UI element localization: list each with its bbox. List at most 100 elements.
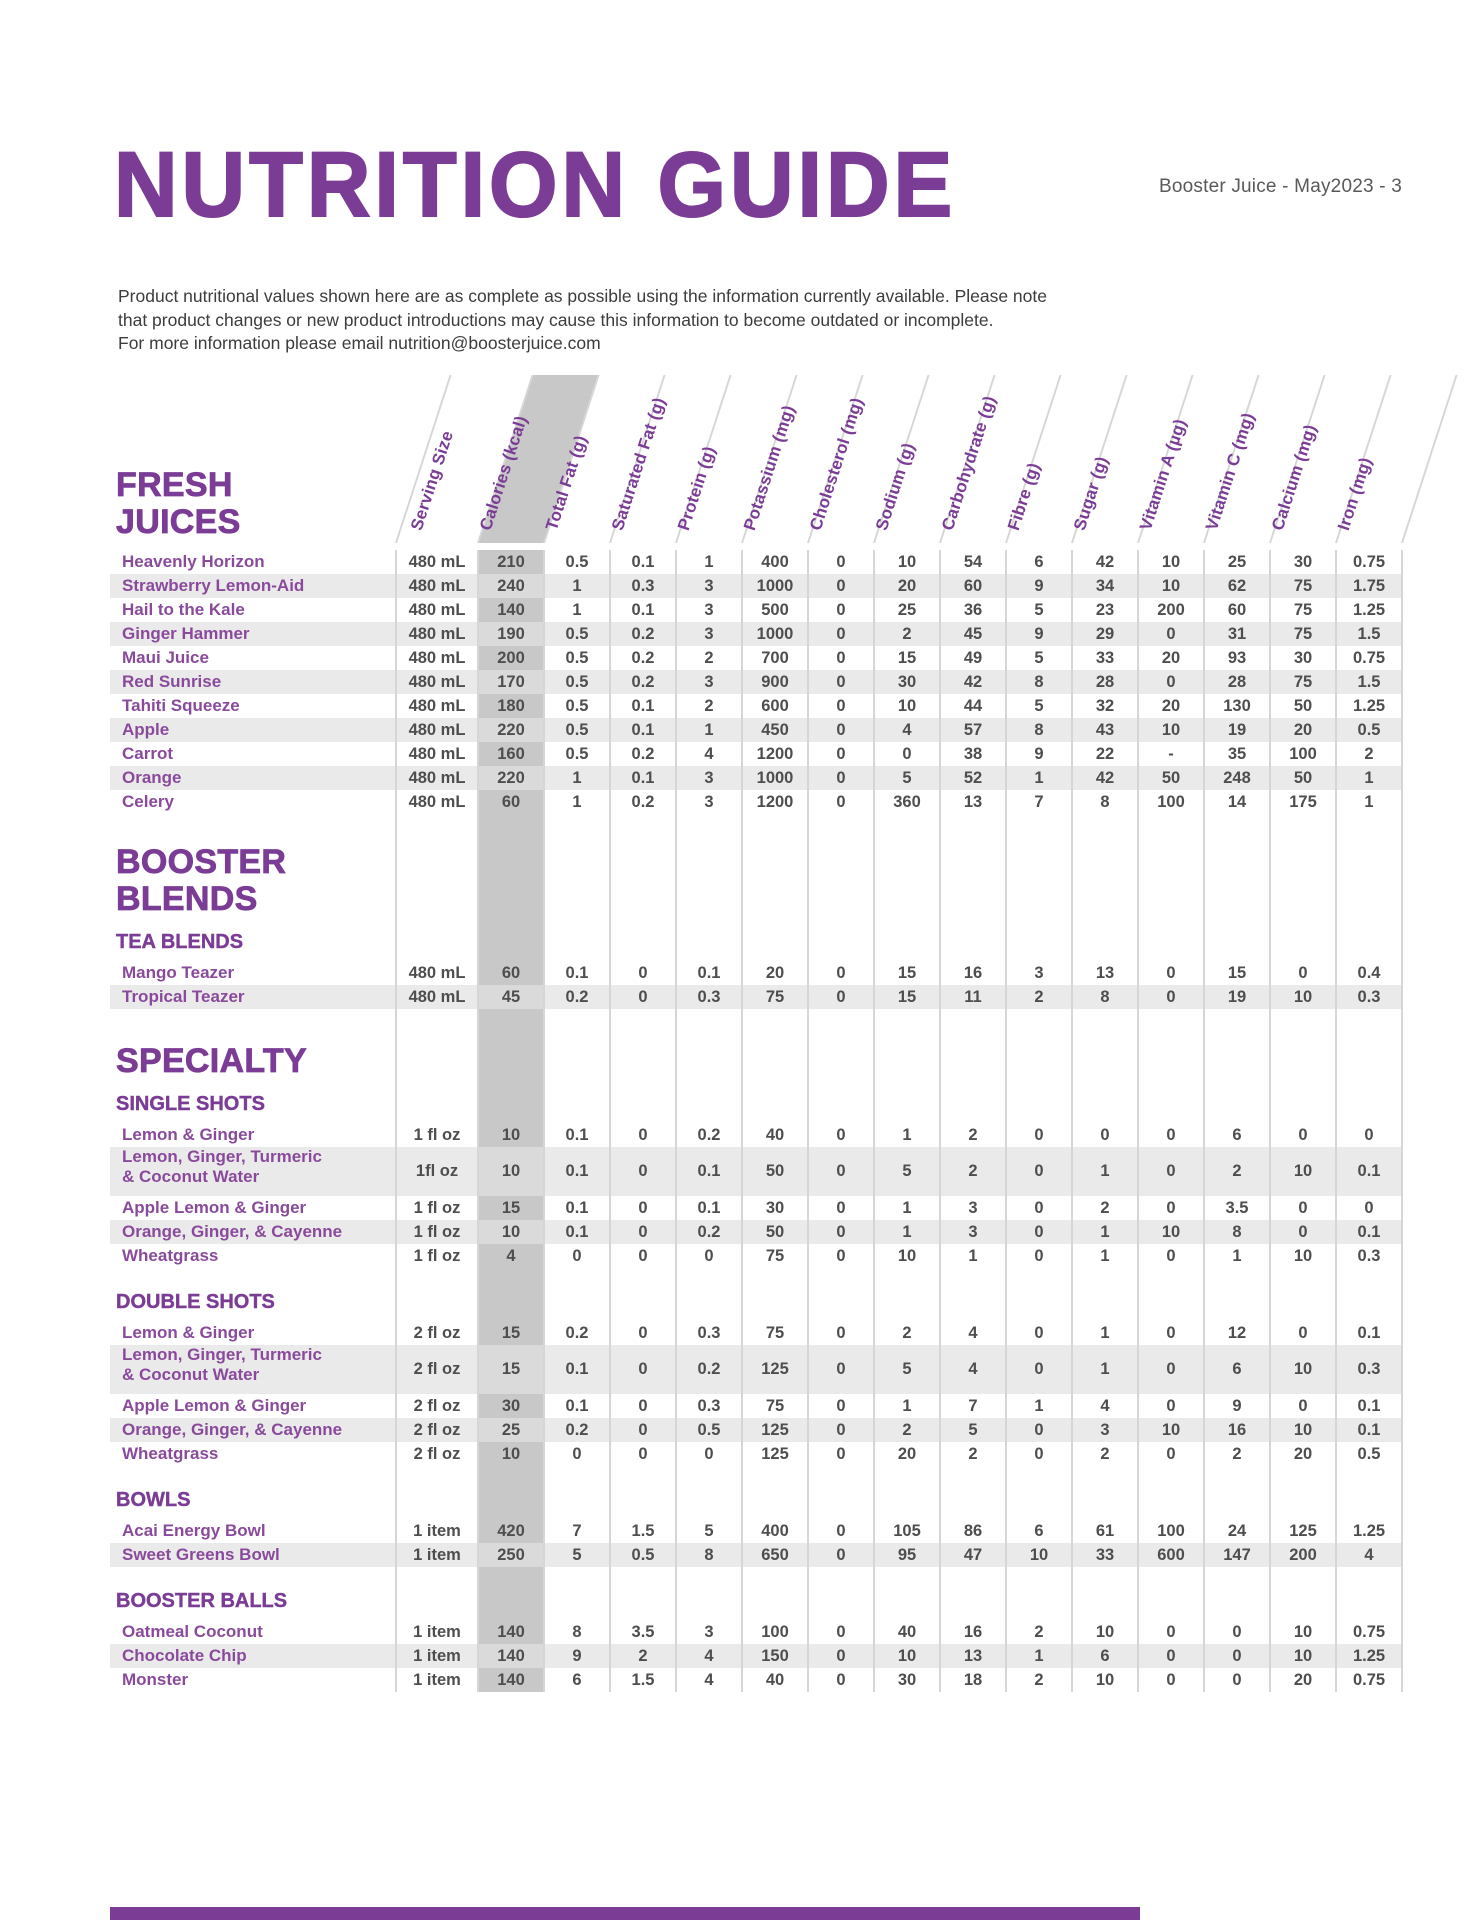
column-divider-line <box>807 550 809 1692</box>
table-row-maui-juice: Maui Juice 480 mL 200 0.5 0.2 2 700 0 15 49 5 33 20 9… <box>110 646 1402 670</box>
section-title-specialty: SPECIALTY <box>116 1042 307 1080</box>
value-potassium-mg: 1000 <box>756 576 794 595</box>
value-saturated-fat-g: 0.2 <box>631 792 655 811</box>
serving-size: 2 fl oz <box>413 1396 461 1415</box>
value-saturated-fat-g: 0 <box>638 1162 648 1180</box>
column-divider-line <box>543 550 545 1692</box>
value-total-fat-g: 0.5 <box>565 648 589 667</box>
value-calories-kcal: 10 <box>478 1147 544 1196</box>
value-vitamin-c-mg: 8 <box>1232 1222 1242 1241</box>
value-fibre-g: 9 <box>1034 744 1044 763</box>
value-saturated-fat-g: 0 <box>638 1198 648 1217</box>
value-sugar-g: 28 <box>1095 672 1115 691</box>
value-total-fat-g: 0.5 <box>565 744 589 763</box>
table-row-tropical-teazer: Tropical Teazer 480 mL 45 0.2 0 0.3 75 0 15 11 2 8 0… <box>110 985 1402 1009</box>
value-cholesterol-mg: 0 <box>836 1162 846 1180</box>
column-divider-line <box>1137 550 1139 1692</box>
value-carbohydrate-g: 2 <box>968 1444 978 1463</box>
rows-group: Mango Teazer 480 mL 60 0.1 0 0.1 20 0 15 16 3 13 0 15… <box>110 961 1402 1009</box>
value-potassium-mg: 125 <box>761 1360 789 1378</box>
value-potassium-mg: 400 <box>761 1521 789 1540</box>
value-calcium-mg: 10 <box>1293 1360 1313 1378</box>
value-fibre-g: 2 <box>1034 1670 1044 1689</box>
rows-group: Lemon & Ginger 2 fl oz 15 0.2 0 0.3 75 0 2 4 0 1 0 12… <box>110 1321 1402 1466</box>
value-saturated-fat-g: 0 <box>638 1222 648 1241</box>
value-iron-mg: 0 <box>1364 1198 1374 1217</box>
value-vitamin-c-mg: 147 <box>1223 1545 1251 1564</box>
value-calcium-mg: 30 <box>1293 552 1313 571</box>
value-total-fat-g: 0 <box>572 1444 582 1463</box>
value-total-fat-g: 1 <box>572 792 582 811</box>
value-carbohydrate-g: 3 <box>968 1198 978 1217</box>
value-cholesterol-mg: 0 <box>836 552 846 571</box>
value-carbohydrate-g: 49 <box>963 648 983 667</box>
value-total-fat-g: 0.1 <box>565 1222 589 1241</box>
value-vitamin-c-mg: 60 <box>1227 600 1247 619</box>
value-iron-mg: 0.3 <box>1357 987 1381 1006</box>
value-cholesterol-mg: 0 <box>836 624 846 643</box>
value-calories-kcal: 60 <box>478 961 544 985</box>
value-calories-kcal: 45 <box>478 985 544 1009</box>
column-divider-line <box>395 550 397 1692</box>
value-total-fat-g: 1 <box>572 600 582 619</box>
value-cholesterol-mg: 0 <box>836 792 846 811</box>
value-iron-mg: 0.1 <box>1357 1323 1381 1342</box>
value-iron-mg: 0.75 <box>1352 1622 1386 1641</box>
value-total-fat-g: 0.1 <box>565 1360 589 1378</box>
item-name: Monster <box>122 1670 189 1690</box>
group-label-booster-balls: BOOSTER BALLS <box>116 1590 288 1612</box>
serving-size: 480 mL <box>408 963 466 982</box>
column-divider-line <box>1269 550 1271 1692</box>
section-title-booster-blends: BOOSTER BLENDS <box>116 843 287 918</box>
value-vitamin-c-mg: 6 <box>1232 1125 1242 1144</box>
value-sodium-g: 2 <box>902 624 912 643</box>
section-title-fresh-juices: FRESH JUICES <box>116 466 241 541</box>
value-iron-mg: 1.25 <box>1352 696 1386 715</box>
column-header-vitamin-a-g: Vitamin A (µg) <box>1135 416 1190 533</box>
value-sodium-g: 10 <box>897 552 917 571</box>
value-carbohydrate-g: 18 <box>963 1670 983 1689</box>
value-protein-g: 0.3 <box>697 1396 721 1415</box>
value-sodium-g: 5 <box>902 1360 912 1378</box>
table-row-sweet-greens-bowl: Sweet Greens Bowl 1 item 250 5 0.5 8 650 0 95 47 1… <box>110 1543 1402 1567</box>
value-saturated-fat-g: 0.5 <box>631 1545 655 1564</box>
table-row-apple-lemon-ginger: Apple Lemon & Ginger 2 fl oz 30 0.1 0 0.3 75 0 1… <box>110 1394 1402 1418</box>
nutrition-table: Serving Size Calories (kcal) Total Fat (g)… <box>110 375 1458 1692</box>
value-sodium-g: 15 <box>897 963 917 982</box>
value-sodium-g: 10 <box>897 696 917 715</box>
column-divider-line <box>675 550 677 1692</box>
value-cholesterol-mg: 0 <box>836 1670 846 1689</box>
value-calories-kcal: 10 <box>478 1442 544 1466</box>
value-carbohydrate-g: 16 <box>963 1622 983 1641</box>
table-header: Serving Size Calories (kcal) Total Fat (g)… <box>110 375 1458 543</box>
value-sugar-g: 23 <box>1095 600 1115 619</box>
value-saturated-fat-g: 1.5 <box>631 1670 655 1689</box>
value-calcium-mg: 75 <box>1293 576 1313 595</box>
value-vitamin-a-g: 0 <box>1166 1323 1176 1342</box>
value-calories-kcal: 25 <box>478 1418 544 1442</box>
value-fibre-g: 3 <box>1034 963 1044 982</box>
value-total-fat-g: 0.2 <box>565 1323 589 1342</box>
item-name: Lemon & Ginger <box>122 1125 255 1145</box>
value-saturated-fat-g: 2 <box>638 1646 648 1665</box>
column-divider-line <box>1401 550 1403 1692</box>
value-calcium-mg: 50 <box>1293 768 1313 787</box>
column-divider-line <box>609 550 611 1692</box>
value-fibre-g: 6 <box>1034 552 1044 571</box>
column-header-iron-mg: Iron (mg) <box>1333 455 1376 533</box>
value-saturated-fat-g: 0.2 <box>631 648 655 667</box>
value-calcium-mg: 0 <box>1298 1396 1308 1415</box>
serving-size: 480 mL <box>408 792 466 811</box>
group-label-single-shots: SINGLE SHOTS <box>116 1093 265 1115</box>
value-vitamin-c-mg: 93 <box>1227 648 1247 667</box>
value-sugar-g: 43 <box>1095 720 1115 739</box>
value-iron-mg: 0.1 <box>1357 1162 1381 1180</box>
value-vitamin-c-mg: 31 <box>1227 624 1247 643</box>
value-total-fat-g: 0.2 <box>565 987 589 1006</box>
value-vitamin-c-mg: 14 <box>1227 792 1247 811</box>
table-body: Heavenly Horizon 480 mL 210 0.5 0.1 1 400 0 10 54… <box>110 550 1403 1692</box>
value-carbohydrate-g: 86 <box>963 1521 983 1540</box>
value-protein-g: 0.2 <box>697 1360 721 1378</box>
value-fibre-g: 0 <box>1034 1360 1044 1378</box>
rows-group: Heavenly Horizon 480 mL 210 0.5 0.1 1 400 0 10 54… <box>110 550 1402 814</box>
